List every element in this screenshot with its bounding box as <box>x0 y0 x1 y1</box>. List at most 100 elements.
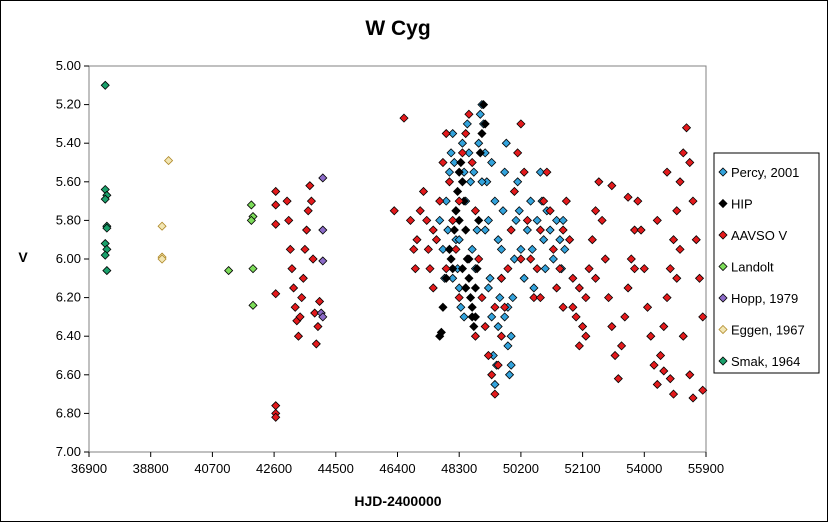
data-point <box>399 113 409 123</box>
data-point <box>287 264 297 274</box>
data-point <box>688 196 698 206</box>
data-point <box>318 173 328 183</box>
x-axis: 36900 38800 40700 42600 44500 46400 48300 50200… <box>71 452 724 476</box>
data-point <box>678 331 688 341</box>
data-point <box>535 293 545 303</box>
data-point <box>305 181 315 191</box>
data-point <box>461 283 471 293</box>
data-point <box>470 331 481 341</box>
data-point <box>662 293 672 303</box>
data-point <box>480 321 490 332</box>
data-point <box>418 186 429 197</box>
data-point <box>311 339 321 349</box>
data-point <box>639 264 649 274</box>
data-point <box>529 293 539 303</box>
legend-marker <box>718 230 728 240</box>
data-point <box>574 341 584 351</box>
data-point <box>467 244 477 254</box>
data-point <box>444 167 455 177</box>
data-point <box>457 138 468 148</box>
data-point <box>646 331 656 341</box>
data-point <box>652 215 662 225</box>
data-point <box>282 196 292 206</box>
data-point <box>453 186 463 197</box>
data-point <box>308 254 318 264</box>
x-tick-label: 38800 <box>133 461 169 476</box>
data-point <box>633 196 643 206</box>
data-point <box>698 312 708 322</box>
data-point <box>474 215 484 225</box>
data-point <box>441 196 451 206</box>
data-point <box>574 283 584 293</box>
data-point <box>446 148 456 158</box>
series-1 <box>435 100 490 341</box>
data-point <box>668 389 679 399</box>
legend-box <box>713 152 820 374</box>
data-point <box>289 283 299 293</box>
data-point <box>552 215 562 225</box>
data-point <box>459 312 469 322</box>
data-point <box>516 119 526 129</box>
data-point <box>685 370 695 380</box>
data-point <box>271 200 281 210</box>
data-point <box>456 302 466 312</box>
data-point <box>389 206 399 216</box>
x-tick-label: 50200 <box>503 461 539 476</box>
data-point <box>306 196 317 206</box>
data-point <box>485 273 495 283</box>
data-point <box>642 302 653 312</box>
data-point <box>248 300 258 310</box>
data-point <box>672 206 682 216</box>
data-point <box>545 225 555 235</box>
y-tick-label: 6.60 <box>56 367 81 382</box>
data-point <box>613 374 623 384</box>
data-point <box>542 167 552 177</box>
data-point <box>626 254 636 264</box>
data-point <box>163 156 174 166</box>
data-point <box>607 181 617 191</box>
data-point <box>532 215 542 225</box>
data-point <box>526 254 536 264</box>
data-point <box>470 206 481 216</box>
data-point <box>472 264 482 274</box>
legend-label: Hopp, 1979 <box>731 291 798 306</box>
data-point <box>248 264 258 274</box>
data-point <box>480 225 490 235</box>
data-point <box>295 312 305 322</box>
legend-marker <box>718 261 728 272</box>
data-point <box>535 225 545 235</box>
data-point <box>454 215 464 225</box>
data-point <box>672 273 682 283</box>
data-point <box>571 312 581 322</box>
data-point <box>448 128 458 139</box>
data-point <box>539 196 549 206</box>
data-point <box>271 186 281 197</box>
data-point <box>297 293 307 303</box>
data-point <box>659 366 669 376</box>
data-point <box>246 200 256 210</box>
data-point <box>511 215 521 225</box>
data-point <box>441 273 451 283</box>
data-point <box>302 225 312 235</box>
legend-marker <box>718 324 728 335</box>
data-point <box>516 244 526 254</box>
data-point <box>487 370 497 380</box>
data-point <box>503 341 513 351</box>
legend-marker <box>718 293 728 303</box>
legend-label: AAVSO V <box>731 228 787 243</box>
data-point <box>449 225 459 235</box>
data-point <box>314 296 325 307</box>
data-point <box>435 196 445 206</box>
data-point <box>490 302 500 312</box>
y-tick-label: 5.60 <box>56 174 81 189</box>
data-point <box>409 244 419 254</box>
y-tick-label: 6.00 <box>56 251 81 266</box>
data-point <box>509 254 519 264</box>
data-point <box>490 389 500 399</box>
data-point <box>318 312 328 322</box>
data-point <box>444 177 455 187</box>
data-point <box>464 254 474 264</box>
data-point <box>600 254 610 264</box>
